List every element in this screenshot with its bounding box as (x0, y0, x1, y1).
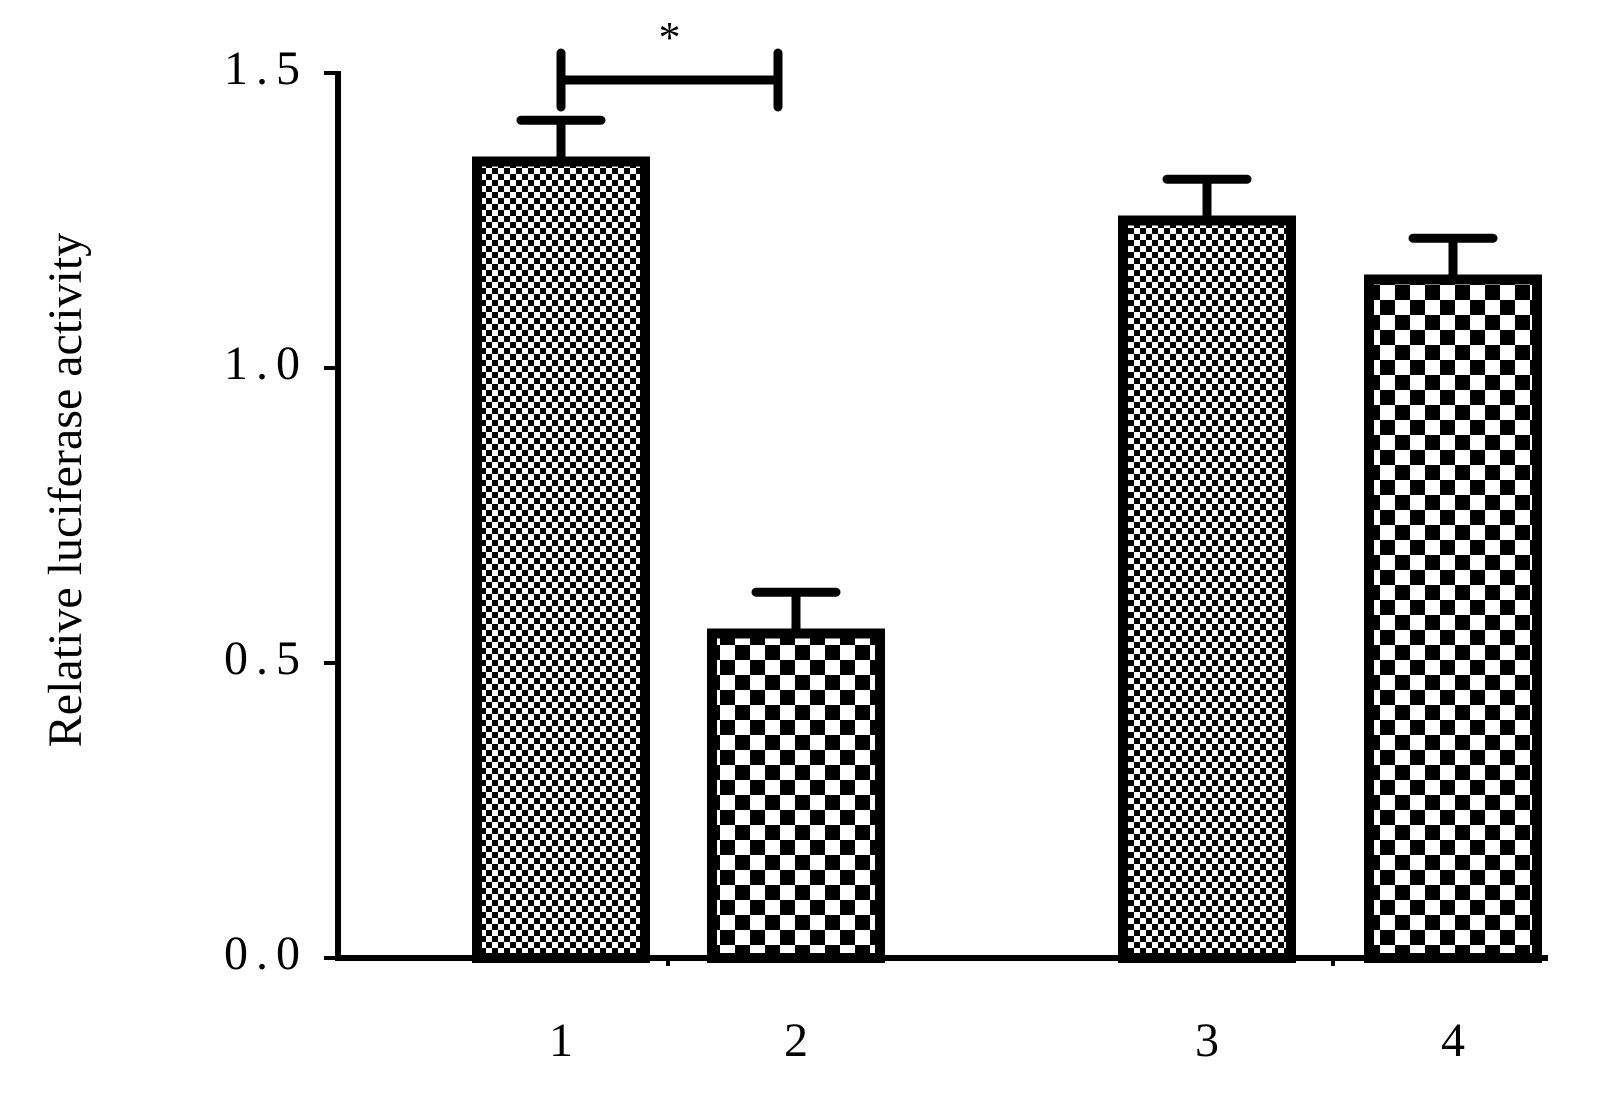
bar (1118, 215, 1296, 963)
error-bar (516, 115, 606, 166)
significance-bracket (556, 48, 783, 112)
error-bar (1162, 174, 1252, 225)
x-tick-label: 2 (784, 1014, 808, 1067)
bar (1364, 274, 1542, 963)
x-tick-label: 4 (1441, 1014, 1465, 1067)
bar (472, 156, 650, 963)
significance-label: * (659, 13, 681, 62)
x-tick-label: 1 (549, 1014, 573, 1067)
bar (707, 628, 885, 963)
y-tick-label: 0.5 (224, 632, 308, 685)
error-bar (1408, 233, 1498, 284)
y-tick-label: 1.0 (224, 337, 308, 390)
y-tick-label: 1.5 (224, 42, 308, 95)
x-tick-label: 3 (1195, 1014, 1219, 1067)
y-axis-title: Relative luciferase activity (39, 233, 92, 747)
y-tick-label: 0.0 (224, 927, 308, 980)
error-bar (751, 587, 841, 638)
